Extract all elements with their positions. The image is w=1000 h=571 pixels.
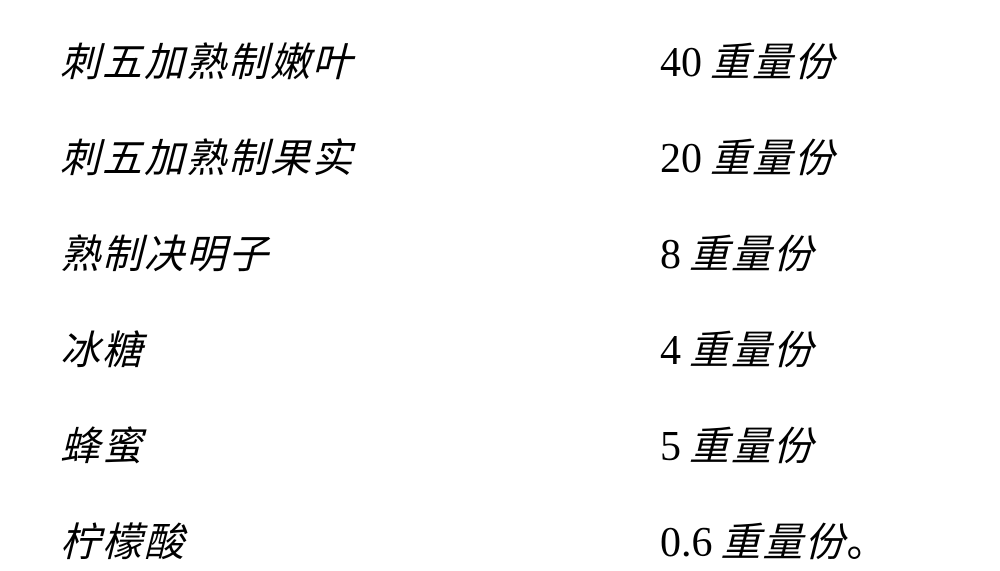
amount-unit: 重量份 [689,318,815,376]
ingredient-label: 刺五加熟制嫩叶 [60,30,354,88]
table-row: 刺五加熟制嫩叶 40 重量份 [60,30,940,88]
amount-value: 20 [660,135,702,183]
table-row: 熟制决明子 8 重量份 [60,222,940,280]
table-row: 蜂蜜 5 重量份 [60,414,940,472]
amount-unit: 重量份 [710,30,836,88]
table-row: 柠檬酸 0.6 重量份 。 [60,510,940,568]
amount-unit: 重量份 [689,222,815,280]
amount-value: 4 [660,327,681,375]
ingredient-amount: 40 重量份 [660,30,940,88]
table-row: 刺五加熟制果实 20 重量份 [60,126,940,184]
amount-value: 8 [660,231,681,279]
ingredient-label: 冰糖 [60,318,144,376]
ingredients-table: 刺五加熟制嫩叶 40 重量份 刺五加熟制果实 20 重量份 熟制决明子 8 重量… [60,30,940,568]
ingredient-label: 刺五加熟制果实 [60,126,354,184]
row-suffix: 。 [847,510,887,568]
amount-value: 5 [660,423,681,471]
ingredient-amount: 8 重量份 [660,222,940,280]
ingredient-amount: 5 重量份 [660,414,940,472]
ingredient-label: 熟制决明子 [60,222,270,280]
table-row: 冰糖 4 重量份 [60,318,940,376]
amount-value: 0.6 [660,519,713,567]
amount-unit: 重量份 [689,414,815,472]
ingredient-amount: 4 重量份 [660,318,940,376]
ingredient-amount: 20 重量份 [660,126,940,184]
ingredient-label: 柠檬酸 [60,510,186,568]
amount-unit: 重量份 [721,510,847,568]
ingredient-amount: 0.6 重量份 。 [660,510,940,568]
amount-unit: 重量份 [710,126,836,184]
amount-value: 40 [660,39,702,87]
ingredient-label: 蜂蜜 [60,414,144,472]
